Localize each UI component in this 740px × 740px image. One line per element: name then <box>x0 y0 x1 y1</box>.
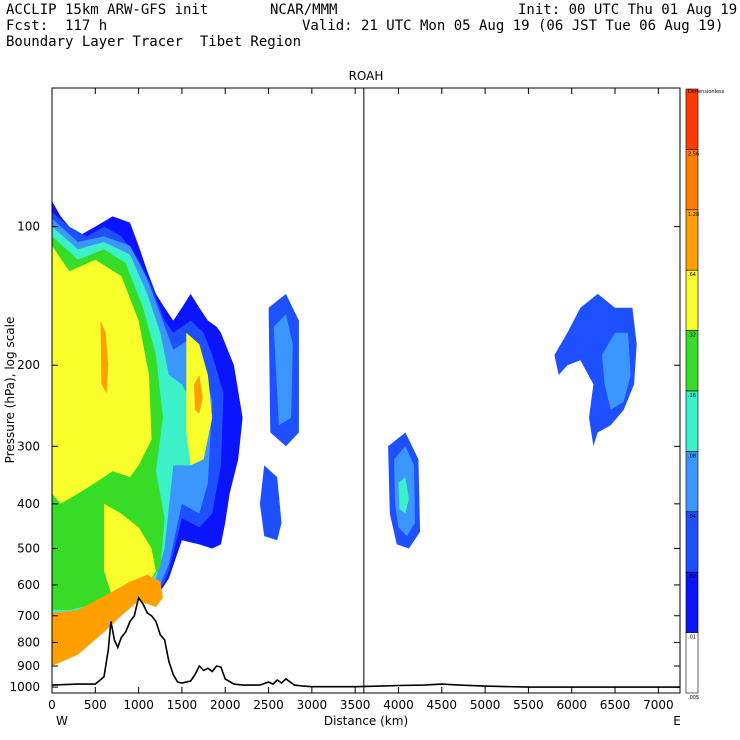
y-tick-label: 1000 <box>9 680 40 694</box>
x-tick-label: 1000 <box>123 698 154 712</box>
colorbar-swatch <box>685 390 699 452</box>
y-tick-label: 100 <box>17 220 40 234</box>
y-tick-label: 400 <box>17 497 40 511</box>
y-tick-label: 800 <box>17 635 40 649</box>
x-tick-label: 7000 <box>643 698 674 712</box>
colorbar-label: 1.28 <box>688 212 699 218</box>
colorbar-label: .005 <box>688 695 699 701</box>
colorbar-swatch <box>685 632 699 694</box>
y-tick-label: 700 <box>17 609 40 623</box>
y-axis: 100 200 300 400 500 600 700 800 900 1000 <box>9 220 680 694</box>
colorbar-label: .04 <box>688 514 696 520</box>
colorbar-swatch <box>685 269 699 331</box>
plot-frame <box>51 87 681 694</box>
x-tick-label: 2500 <box>253 698 284 712</box>
tracer-region-13 <box>273 314 293 426</box>
tracer-region-6 <box>104 503 156 598</box>
x-tick-label: 6000 <box>556 698 587 712</box>
x-tick-label: 6500 <box>600 698 631 712</box>
colorbar-label: .01 <box>688 635 696 641</box>
y-tick-label: 500 <box>17 541 40 555</box>
y-tick-label: 600 <box>17 578 40 592</box>
colorbar-swatch <box>685 511 699 573</box>
colorbar-swatch <box>685 88 699 150</box>
field-name: Boundary Layer Tracer Tibet Region <box>6 34 302 50</box>
x-tick-label: 1500 <box>167 698 198 712</box>
terrain-line <box>52 595 680 688</box>
colorbar-swatch <box>685 451 699 513</box>
x-left-label: W <box>56 714 68 728</box>
tracer-region-8 <box>52 574 163 666</box>
valid-time: Valid: 21 UTC Mon 05 Aug 19 (06 JST Tue … <box>302 18 724 34</box>
colorbar-swatch <box>685 149 699 211</box>
x-tick-label: 2000 <box>210 698 241 712</box>
colorbar-label: Dimensionless <box>688 89 725 95</box>
tracer-region-16 <box>398 477 409 514</box>
org-label: NCAR/MMM <box>270 2 338 18</box>
colorbar: Dimensionless 2.56 1.28 .64 .32 .16 .08 .04 .02.… <box>685 88 725 701</box>
colorbar-label: .16 <box>688 393 696 399</box>
tracer-region-17 <box>554 293 637 447</box>
x-tick-label: 3000 <box>297 698 328 712</box>
colorbar-swatch <box>685 571 699 633</box>
tracer-region-10 <box>194 375 203 414</box>
colorbar-label: .02 <box>688 574 696 580</box>
y-tick-label: 200 <box>17 358 40 372</box>
x-right-label: E <box>673 714 681 728</box>
y-tick-label: 900 <box>17 659 40 673</box>
colorbar-label: .32 <box>688 333 696 339</box>
tracer-field <box>52 201 637 666</box>
y-tick-label: 300 <box>17 439 40 453</box>
colorbar-swatch <box>685 209 699 271</box>
tracer-region-9 <box>100 320 109 394</box>
x-tick-label: 5000 <box>470 698 501 712</box>
x-tick-label: 4500 <box>427 698 458 712</box>
x-tick-label: 5500 <box>513 698 544 712</box>
x-tick-label: 0 <box>48 698 56 712</box>
x-tick-label: 500 <box>84 698 107 712</box>
y-axis-label: Pressure (hPa), log scale <box>3 317 17 464</box>
chart-title: ROAH <box>349 69 384 83</box>
x-axis: 0 500 1000 1500 2000 2500 3000 3500 4000 4500 5000… <box>48 88 674 712</box>
forecast-hour: Fcst: 117 h <box>6 18 108 34</box>
tracer-region-18 <box>602 332 631 410</box>
x-tick-label: 4000 <box>383 698 414 712</box>
x-tick-label: 3500 <box>340 698 371 712</box>
terrain-layer <box>52 595 680 693</box>
colorbar-swatch <box>685 330 699 392</box>
x-axis-label: Distance (km) <box>324 714 408 728</box>
colorbar-label: .64 <box>688 272 696 278</box>
init-time: Init: 00 UTC Thu 01 Aug 19 <box>518 2 738 18</box>
colorbar-label: 2.56 <box>688 151 699 157</box>
tracer-region-11 <box>259 465 282 541</box>
colorbar-label: .08 <box>688 453 696 459</box>
model-title: ACCLIP 15km ARW-GFS init <box>6 2 209 18</box>
